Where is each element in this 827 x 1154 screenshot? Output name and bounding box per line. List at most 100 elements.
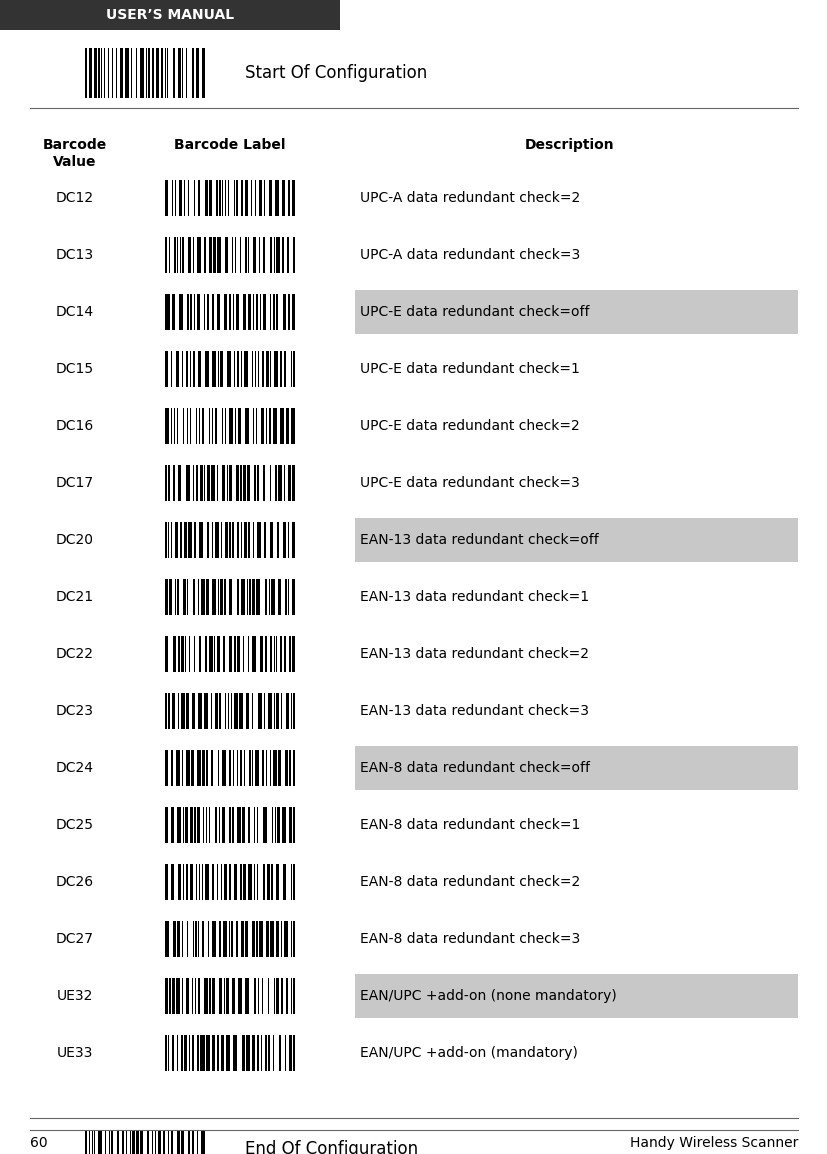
Bar (168, 694, 170, 729)
Bar (241, 1035, 244, 1071)
Bar (212, 864, 213, 900)
Bar (177, 921, 179, 957)
Bar (252, 522, 254, 559)
Bar (174, 180, 176, 216)
Bar (177, 1035, 178, 1071)
Bar (170, 807, 174, 844)
Bar (0, 0, 340, 30)
Bar (245, 237, 246, 273)
Bar (270, 921, 274, 957)
Text: EAN/UPC +add-on (mandatory): EAN/UPC +add-on (mandatory) (360, 1046, 577, 1061)
Bar (293, 807, 294, 844)
Bar (170, 351, 171, 387)
Text: EAN-8 data redundant check=1: EAN-8 data redundant check=1 (360, 818, 580, 832)
Bar (292, 294, 294, 330)
Bar (212, 351, 216, 387)
Bar (165, 409, 169, 444)
Bar (276, 237, 280, 273)
Bar (175, 522, 178, 559)
Bar (292, 579, 294, 615)
Bar (273, 294, 275, 330)
Bar (198, 409, 199, 444)
Bar (179, 522, 182, 559)
Bar (281, 807, 285, 844)
Bar (225, 1035, 229, 1071)
Bar (85, 48, 88, 98)
Bar (262, 807, 266, 844)
Bar (212, 1035, 215, 1071)
Bar (259, 294, 261, 330)
Bar (217, 1035, 219, 1071)
Bar (280, 636, 282, 672)
Bar (262, 864, 265, 900)
Bar (262, 465, 265, 501)
Bar (222, 636, 225, 672)
Bar (252, 579, 255, 615)
Bar (242, 807, 245, 844)
Bar (271, 807, 273, 844)
Bar (189, 636, 190, 672)
Bar (212, 522, 213, 559)
Bar (172, 694, 174, 729)
Bar (274, 351, 278, 387)
Bar (284, 921, 288, 957)
Bar (278, 465, 282, 501)
Bar (165, 294, 166, 330)
Bar (277, 807, 280, 844)
Bar (179, 237, 181, 273)
Bar (280, 694, 282, 729)
Bar (273, 237, 275, 273)
Bar (222, 807, 224, 844)
Bar (204, 465, 205, 501)
Bar (203, 977, 208, 1014)
Bar (276, 294, 278, 330)
Bar (210, 750, 213, 786)
Bar (270, 237, 272, 273)
Bar (169, 579, 171, 615)
Bar (186, 694, 189, 729)
Text: DC13: DC13 (56, 248, 94, 262)
Bar (264, 522, 265, 559)
Bar (176, 750, 179, 786)
Bar (105, 1130, 106, 1154)
Bar (183, 864, 184, 900)
Bar (136, 48, 137, 98)
Bar (255, 351, 256, 387)
Bar (270, 351, 271, 387)
Bar (255, 750, 258, 786)
Bar (190, 864, 193, 900)
Text: DC17: DC17 (56, 475, 94, 490)
Bar (281, 237, 284, 273)
Bar (293, 921, 294, 957)
Bar (103, 48, 105, 98)
Bar (212, 977, 214, 1014)
Bar (265, 636, 267, 672)
Bar (219, 807, 220, 844)
Bar (285, 579, 286, 615)
Bar (170, 409, 172, 444)
Bar (132, 1130, 135, 1154)
Bar (174, 237, 175, 273)
Text: UE33: UE33 (57, 1046, 93, 1061)
Bar (234, 636, 236, 672)
Bar (269, 579, 270, 615)
Bar (225, 694, 226, 729)
Bar (214, 522, 218, 559)
Bar (188, 237, 191, 273)
Bar (198, 636, 201, 672)
Bar (89, 48, 92, 98)
Bar (169, 977, 170, 1014)
Bar (270, 750, 271, 786)
Bar (165, 522, 167, 559)
Bar (278, 579, 280, 615)
Bar (232, 750, 234, 786)
Bar (293, 694, 294, 729)
Bar (222, 465, 225, 501)
Bar (229, 465, 232, 501)
Bar (237, 750, 238, 786)
Bar (165, 522, 166, 559)
Bar (261, 351, 264, 387)
Bar (257, 694, 261, 729)
Bar (249, 579, 251, 615)
Bar (197, 1130, 198, 1154)
